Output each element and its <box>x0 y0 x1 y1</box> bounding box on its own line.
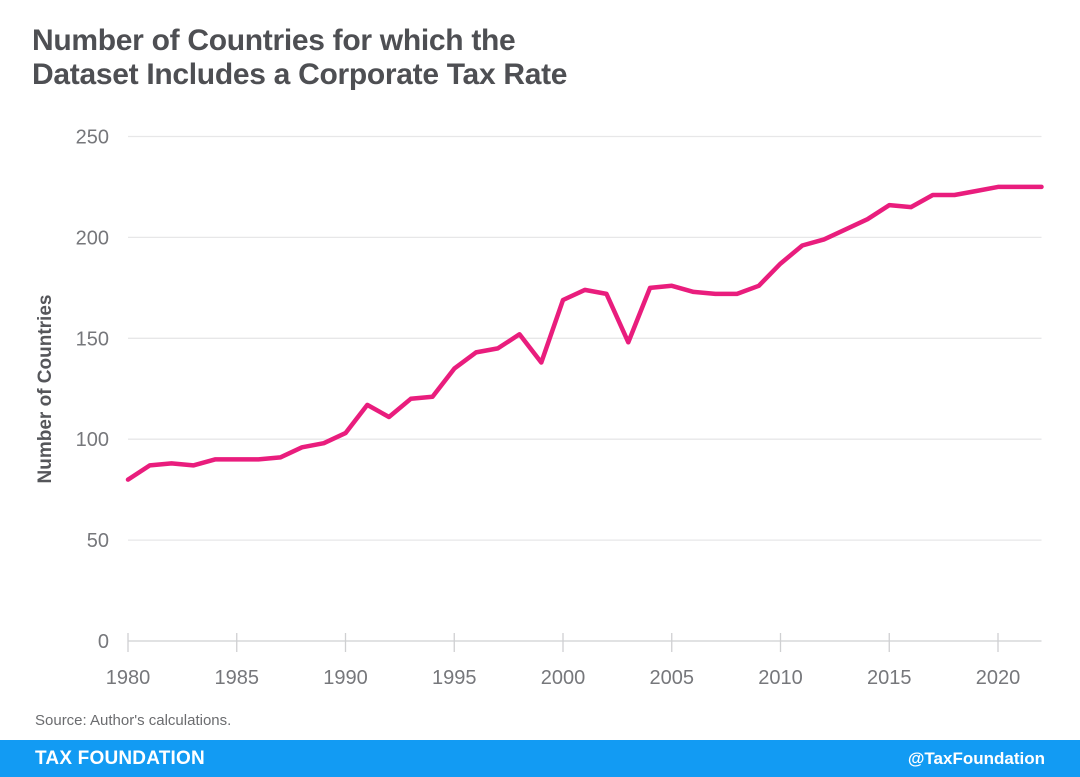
y-tick-label: 200 <box>76 227 109 249</box>
y-tick-label: 50 <box>87 530 109 552</box>
y-axis-title: Number of Countries <box>35 294 56 484</box>
x-tick-label: 2005 <box>650 667 695 689</box>
page-title: Number of Countries for which the Dataset… <box>32 24 567 92</box>
footer-bar: TAX FOUNDATION @TaxFoundation <box>0 740 1080 777</box>
x-tick-label: 1980 <box>106 667 151 689</box>
y-tick-label: 250 <box>76 127 109 149</box>
x-tick-label: 2010 <box>758 667 803 689</box>
x-tick-label: 2000 <box>541 667 586 689</box>
y-tick-label: 0 <box>98 631 109 653</box>
title-line-2: Dataset Includes a Corporate Tax Rate <box>32 58 568 91</box>
title-line-1: Number of Countries for which the <box>32 24 516 57</box>
source-note: Source: Author's calculations. <box>35 712 232 729</box>
x-tick-label: 1995 <box>432 667 477 689</box>
y-tick-label: 150 <box>76 328 109 350</box>
x-tick-label: 1985 <box>215 667 260 689</box>
x-tick-label: 2020 <box>976 667 1021 689</box>
data-line-series <box>125 184 1044 482</box>
y-tick-label: 100 <box>76 429 109 451</box>
x-tick-label: 1990 <box>323 667 368 689</box>
brand-name: TAX FOUNDATION <box>35 747 205 769</box>
x-tick-label: 2015 <box>867 667 912 689</box>
twitter-handle: @TaxFoundation <box>907 748 1045 768</box>
